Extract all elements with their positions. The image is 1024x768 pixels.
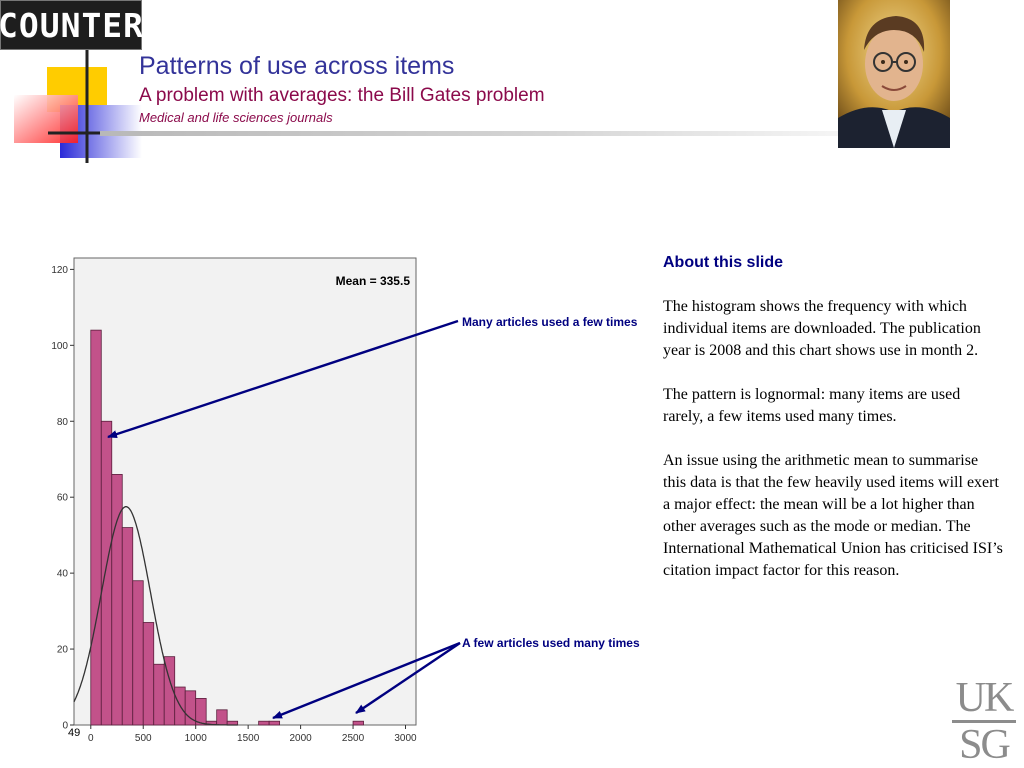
notes-heading: About this slide xyxy=(663,254,783,271)
y-tick-label: 80 xyxy=(57,417,69,428)
normal-curve xyxy=(73,506,238,726)
callout-few-articles: A few articles used many times xyxy=(462,636,640,650)
x-tick-label: 500 xyxy=(135,733,152,744)
mean-annotation: Mean = 335.5 xyxy=(336,274,411,288)
histogram-bar xyxy=(90,329,102,726)
page-number: 49 xyxy=(68,727,81,739)
x-tick-label: 1500 xyxy=(237,733,260,744)
histogram-bar xyxy=(352,720,364,726)
histogram-bar xyxy=(195,698,207,726)
callout-many-articles: Many articles used a few times xyxy=(462,315,638,329)
x-tick-label: 2500 xyxy=(342,733,365,744)
red-square xyxy=(14,95,78,143)
notes-paragraph: An issue using the arithmetic mean to su… xyxy=(663,452,1003,579)
header-rule xyxy=(100,131,840,136)
y-tick-label: 60 xyxy=(57,493,69,504)
x-tick-label: 0 xyxy=(88,733,94,744)
histogram-bar xyxy=(142,622,155,726)
y-tick-label: 40 xyxy=(57,569,69,580)
uksg-logo-top: UK xyxy=(955,675,1015,721)
histogram-bar xyxy=(153,663,165,726)
y-tick-label: 100 xyxy=(51,341,68,352)
histogram-bar xyxy=(216,709,228,726)
notes-paragraph: The pattern is lognormal: many items are… xyxy=(663,386,961,425)
uksg-logo-bottom: SG xyxy=(959,722,1011,768)
y-tick-label: 0 xyxy=(62,721,68,732)
histogram-bar xyxy=(100,420,113,726)
x-tick-label: 2000 xyxy=(289,733,312,744)
notes-panel: About this slide The histogram shows the… xyxy=(663,252,1003,604)
decorative-squares xyxy=(14,50,150,163)
histogram-bar xyxy=(268,720,281,726)
page-title: Patterns of use across items xyxy=(139,52,455,80)
y-tick-label: 120 xyxy=(51,265,68,276)
counter-logo: COUNTER xyxy=(0,0,145,50)
portrait-photo xyxy=(838,0,950,148)
histogram-bar xyxy=(121,527,134,726)
histogram-chart: 0 20 40 60 80 100 120 0 500 1000 1500 2000 2500 3000… xyxy=(51,257,417,744)
notes-paragraph: The histogram shows the frequency with w… xyxy=(663,298,981,359)
logo-text: COUNTER xyxy=(0,5,145,45)
page-subtitle: A problem with averages: the Bill Gates … xyxy=(139,85,545,106)
x-tick-label: 1000 xyxy=(185,733,208,744)
page-subsubtitle: Medical and life sciences journals xyxy=(139,110,333,125)
y-tick-label: 20 xyxy=(57,645,69,656)
x-tick-label: 3000 xyxy=(394,733,417,744)
histogram-bar xyxy=(258,720,270,726)
uksg-logo: UK SG xyxy=(948,675,1020,768)
histogram-bar xyxy=(132,580,144,726)
